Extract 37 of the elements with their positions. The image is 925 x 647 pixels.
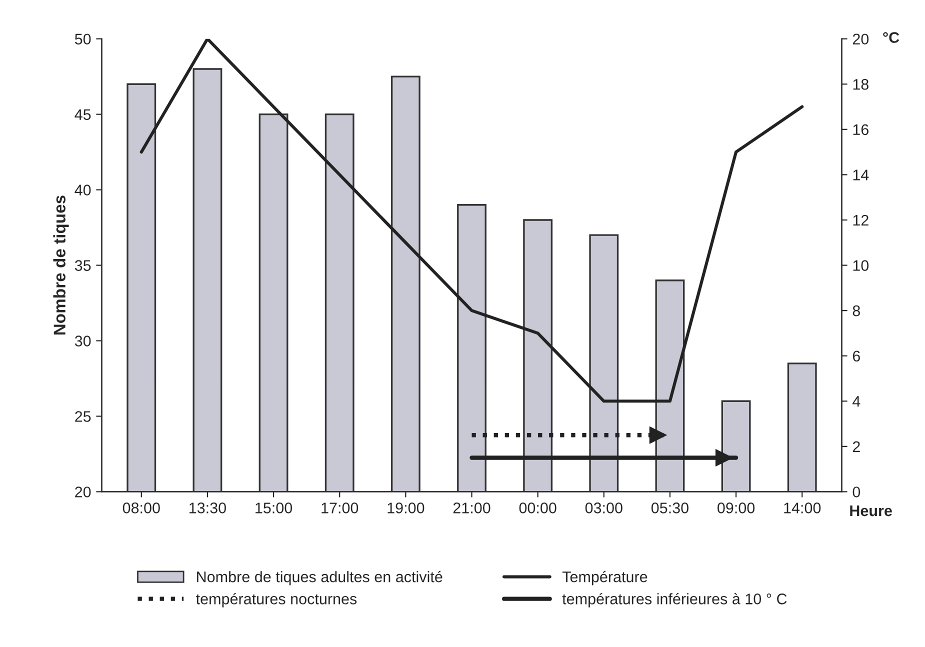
legend-label: températures inférieures à 10 ° C <box>562 592 787 608</box>
y-tick-label: 50 <box>74 34 91 45</box>
legend-label: Nombre de tiques adultes en activité <box>197 570 442 586</box>
y-tick-label: 30 <box>74 336 91 346</box>
x-tick-label: 08:00 <box>122 502 160 514</box>
legend-label: températures nocturnes <box>196 592 357 608</box>
y-tick-label: 35 <box>74 260 91 271</box>
y2-tick-label: 10 <box>853 260 869 271</box>
y-tick-label: 25 <box>75 411 91 422</box>
y-tick-label: 45 <box>74 109 91 120</box>
x-tick-label: 14:00 <box>784 502 821 514</box>
x-axis-title: Heure <box>850 506 892 516</box>
x-tick-label: 21:00 <box>453 502 490 514</box>
y2-tick-label: 4 <box>852 396 860 407</box>
legend-label: Température <box>562 570 648 586</box>
y2-tick-label: 18 <box>853 78 868 90</box>
y2-tick-label: 16 <box>853 124 868 136</box>
x-tick-label: 05:30 <box>651 502 688 514</box>
y2-tick-label: 2 <box>852 441 860 452</box>
y2-tick-label: 6 <box>852 350 860 362</box>
x-tick-label: 03:00 <box>585 502 622 514</box>
y-tick-label: 40 <box>74 184 91 196</box>
line-series <box>140 38 804 403</box>
y2-tick-label: 0 <box>852 486 860 498</box>
x-tick-label: 17:00 <box>322 502 358 514</box>
y2-axis-title: °C <box>883 32 900 43</box>
y2-tick-label: 8 <box>852 305 860 316</box>
y2-tick-label: 12 <box>853 214 868 226</box>
x-tick-label: 19:00 <box>388 502 424 514</box>
x-tick-label: 09:00 <box>718 502 755 514</box>
x-tick-label: 00:00 <box>519 502 556 514</box>
y2-tick-label: 20 <box>852 34 869 45</box>
y2-tick-label: 14 <box>853 170 869 180</box>
y-axis-title: Nombre de tiques <box>53 196 69 335</box>
y-tick-label: 20 <box>75 486 91 498</box>
x-tick-label: 15:00 <box>256 502 292 514</box>
x-tick-label: 13:30 <box>190 502 226 514</box>
